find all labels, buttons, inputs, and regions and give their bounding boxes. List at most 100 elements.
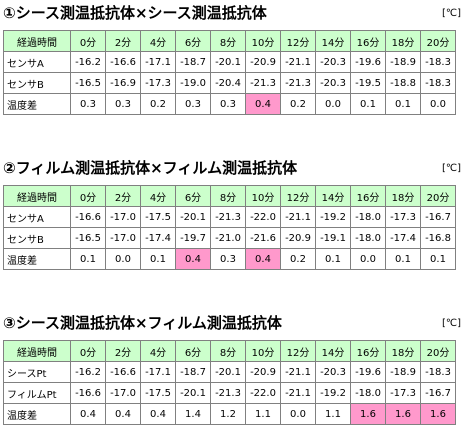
- value-cell: 0.1: [385, 93, 421, 115]
- value-cell: -17.0: [105, 382, 141, 404]
- value-cell: -20.1: [175, 382, 211, 404]
- value-cell: -20.1: [210, 361, 246, 383]
- value-cell: -20.3: [315, 51, 351, 73]
- value-cell: -21.1: [280, 361, 316, 383]
- value-cell: -16.5: [70, 72, 106, 94]
- value-cell: 0.4: [105, 403, 141, 425]
- value-cell: -18.0: [350, 206, 386, 228]
- row-label-cell: 温度差: [3, 403, 71, 425]
- value-cell: 1.4: [175, 403, 211, 425]
- header-time-cell: 2分: [105, 340, 141, 362]
- value-cell: 0.2: [280, 248, 316, 270]
- value-cell: -22.0: [245, 206, 281, 228]
- header-time-cell: 0分: [70, 185, 106, 207]
- value-cell: -17.1: [140, 51, 176, 73]
- value-cell: -16.5: [70, 227, 106, 249]
- unit-label: [℃]: [441, 318, 461, 329]
- value-cell: -17.0: [105, 227, 141, 249]
- header-label-cell: 経過時間: [3, 185, 71, 207]
- header-time-cell: 10分: [245, 30, 281, 52]
- value-cell: -19.2: [315, 382, 351, 404]
- value-cell: -18.3: [420, 361, 456, 383]
- value-cell: -17.4: [385, 227, 421, 249]
- value-cell: -20.9: [245, 51, 281, 73]
- header-time-cell: 6分: [175, 185, 211, 207]
- table-row: センサB -16.5 -16.9 -17.3 -19.0 -20.4 -21.3 -21.3-…: [3, 72, 456, 94]
- value-cell: -16.6: [70, 206, 106, 228]
- table-row: 温度差 0.4 0.4 0.4 1.4 1.2 1.1 0.0 1.1 1.6 1.6 1.6: [3, 403, 456, 425]
- value-cell: -18.9: [385, 51, 421, 73]
- section-title: ②フィルム測温抵抗体×フィルム測温抵抗体: [3, 159, 298, 177]
- header-time-cell: 4分: [140, 340, 176, 362]
- header-time-cell: 0分: [70, 30, 106, 52]
- value-cell: -18.3: [420, 72, 456, 94]
- value-cell: 0.4: [175, 248, 211, 270]
- value-cell: 0.2: [140, 93, 176, 115]
- section-title: ①シース測温抵抗体×シース測温抵抗体: [3, 4, 267, 22]
- value-cell: -16.9: [105, 72, 141, 94]
- table-row: センサA -16.2 -16.6 -17.1 -18.7 -20.1 -20.9 -21.1-…: [3, 51, 456, 73]
- header-time-cell: 20分: [420, 185, 456, 207]
- value-cell: 1.1: [315, 403, 351, 425]
- value-cell: 0.1: [350, 93, 386, 115]
- value-cell: -19.5: [350, 72, 386, 94]
- row-label-cell: フィルムPt: [3, 382, 71, 404]
- value-cell: -19.2: [315, 206, 351, 228]
- value-cell: -19.0: [175, 72, 211, 94]
- header-time-cell: 0分: [70, 340, 106, 362]
- table-row: 温度差 0.3 0.3 0.2 0.3 0.3 0.4 0.2 0.0 0.1 0.1 0.0: [3, 93, 456, 115]
- value-cell: -20.9: [245, 361, 281, 383]
- header-time-cell: 20分: [420, 30, 456, 52]
- value-cell: -22.0: [245, 382, 281, 404]
- value-cell: -16.6: [105, 361, 141, 383]
- value-cell: -21.0: [210, 227, 246, 249]
- value-cell: -20.9: [280, 227, 316, 249]
- value-cell: 0.3: [210, 93, 246, 115]
- header-time-cell: 10分: [245, 185, 281, 207]
- value-cell: -17.0: [105, 206, 141, 228]
- table-row: シースPt -16.2 -16.6 -17.1 -18.7 -20.1 -20.9 -21.1…: [3, 361, 456, 383]
- value-cell: 1.2: [210, 403, 246, 425]
- value-cell: 0.1: [385, 248, 421, 270]
- value-cell: -16.6: [70, 382, 106, 404]
- value-cell: 0.3: [210, 248, 246, 270]
- header-row: 経過時間 0分 2分 4分 6分 8分 10分 12分 14分 16分 18分 20分: [3, 30, 456, 52]
- value-cell: -17.3: [140, 72, 176, 94]
- header-time-cell: 8分: [210, 340, 246, 362]
- value-cell: 0.4: [70, 403, 106, 425]
- value-cell: -19.6: [350, 361, 386, 383]
- value-cell: -18.0: [350, 382, 386, 404]
- header-time-cell: 14分: [315, 185, 351, 207]
- value-cell: -20.1: [175, 206, 211, 228]
- value-cell: -21.3: [245, 72, 281, 94]
- header-time-cell: 2分: [105, 30, 141, 52]
- header-label-cell: 経過時間: [3, 340, 71, 362]
- header-time-cell: 16分: [350, 340, 386, 362]
- value-cell: -21.3: [210, 382, 246, 404]
- value-cell: -17.3: [385, 382, 421, 404]
- value-cell: -21.1: [280, 51, 316, 73]
- value-cell: -18.3: [420, 51, 456, 73]
- value-cell: -16.8: [420, 227, 456, 249]
- header-time-cell: 12分: [280, 340, 316, 362]
- header-row: 経過時間 0分 2分 4分 6分 8分 10分 12分 14分 16分 18分 20分: [3, 185, 456, 207]
- row-label-cell: センサA: [3, 206, 71, 228]
- value-cell: 0.4: [245, 248, 281, 270]
- value-cell: -20.4: [210, 72, 246, 94]
- value-cell: -18.0: [350, 227, 386, 249]
- header-time-cell: 6分: [175, 30, 211, 52]
- header-time-cell: 2分: [105, 185, 141, 207]
- value-cell: -18.7: [175, 361, 211, 383]
- value-cell: 0.0: [315, 93, 351, 115]
- value-cell: -17.1: [140, 361, 176, 383]
- data-table: 経過時間 0分 2分 4分 6分 8分 10分 12分 14分 16分 18分 20分 センサA -16.…: [3, 185, 456, 270]
- value-cell: -19.6: [350, 51, 386, 73]
- header-time-cell: 16分: [350, 185, 386, 207]
- value-cell: -17.5: [140, 382, 176, 404]
- data-table: 経過時間 0分 2分 4分 6分 8分 10分 12分 14分 16分 18分 20分 シースPt -16…: [3, 340, 456, 425]
- value-cell: -19.1: [315, 227, 351, 249]
- header-time-cell: 10分: [245, 340, 281, 362]
- row-label-cell: センサA: [3, 51, 71, 73]
- value-cell: -21.6: [245, 227, 281, 249]
- value-cell: 1.6: [420, 403, 456, 425]
